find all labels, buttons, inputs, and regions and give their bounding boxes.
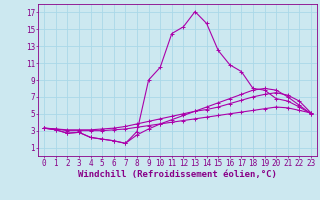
X-axis label: Windchill (Refroidissement éolien,°C): Windchill (Refroidissement éolien,°C) — [78, 170, 277, 179]
